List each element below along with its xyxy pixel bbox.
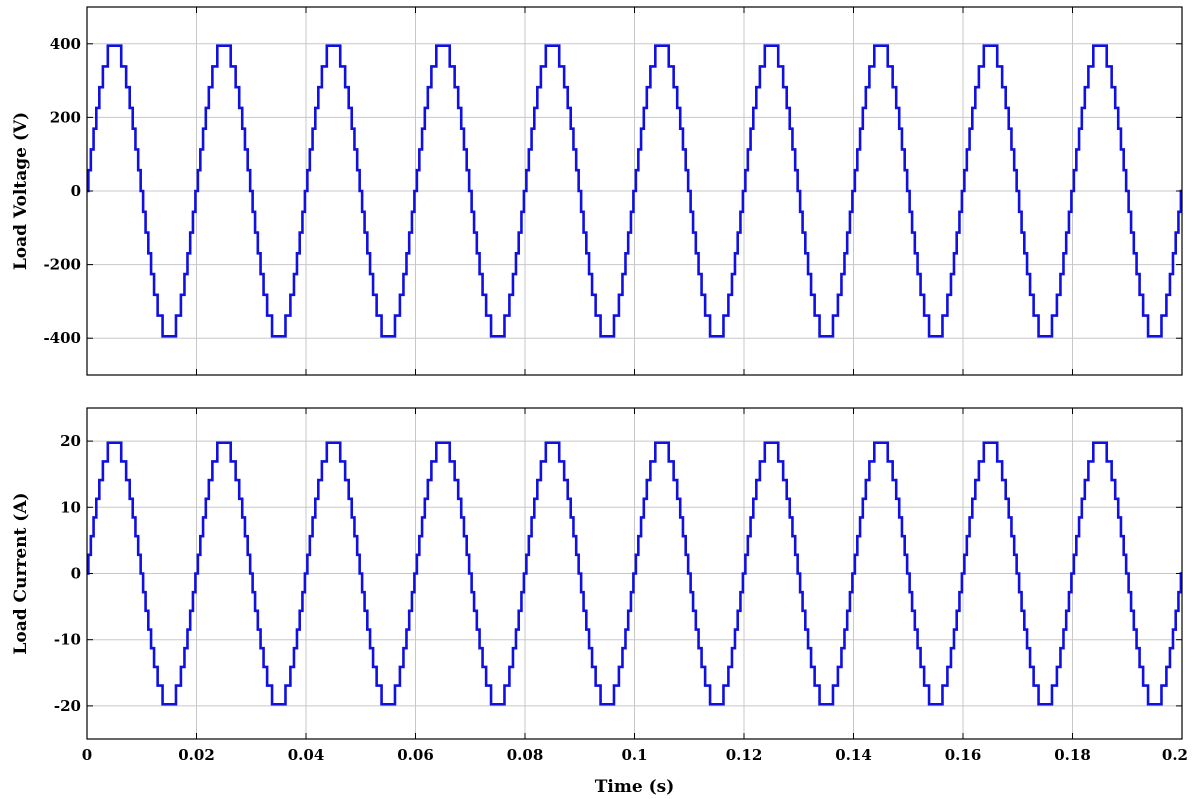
current-xtick-label: 0.16 [945, 746, 982, 764]
current-ytick-label: -10 [54, 631, 81, 649]
current-xtick-label: 0.04 [288, 746, 325, 764]
current-series-line [87, 441, 1182, 706]
current-xtick-label: 0.02 [178, 746, 215, 764]
current-ylabel: Load Current (A) [11, 492, 31, 654]
current-plot: -20 -10 0 10 20 0 0.02 0.04 0.06 0.08 0.1 0.12 0.14 0… [11, 407, 1188, 797]
voltage-ylabel: Load Voltage (V) [11, 112, 31, 270]
voltage-ytick-label: 0 [71, 182, 81, 200]
current-xtick-label: 0.08 [507, 746, 544, 764]
current-xlabel: Time (s) [595, 777, 675, 797]
current-xtick-label: 0.14 [835, 746, 872, 764]
voltage-ytick-label: 400 [50, 35, 81, 53]
voltage-ytick-label: 200 [50, 108, 81, 126]
current-ytick-label: -20 [54, 697, 81, 715]
voltage-ytick-label: -200 [43, 256, 81, 274]
voltage-plot: -400 -200 0 200 400 Load Voltage (V) [11, 6, 1183, 376]
current-ytick-label: 20 [60, 432, 81, 450]
current-xtick-label: 0.06 [397, 746, 434, 764]
current-xtick-label: 0 [82, 746, 92, 764]
voltage-ytick-label: -400 [43, 329, 81, 347]
current-xtick-label: 0.12 [726, 746, 763, 764]
current-ytick-label: 10 [60, 498, 81, 516]
voltage-series-line [87, 44, 1182, 338]
current-xtick-label: 0.18 [1054, 746, 1091, 764]
current-xtick-label: 0.2 [1162, 746, 1188, 764]
current-ytick-label: 0 [71, 565, 81, 583]
current-xtick-label: 0.1 [621, 746, 647, 764]
